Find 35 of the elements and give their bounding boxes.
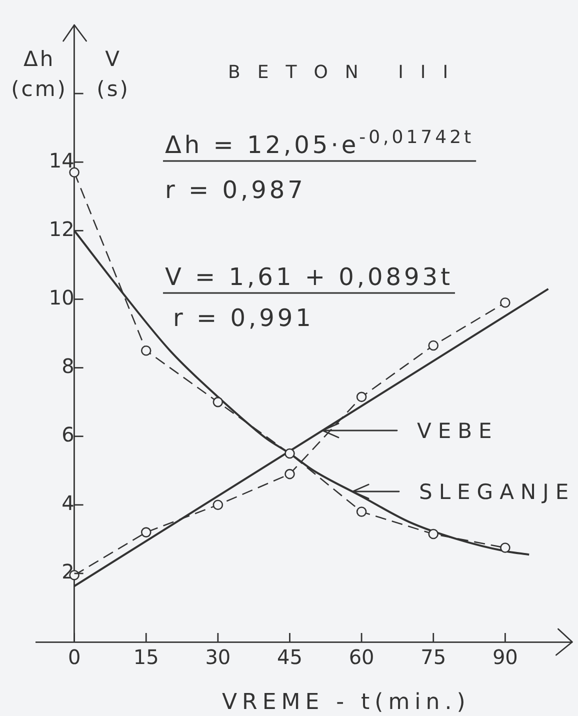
legend-label: VEBE	[417, 419, 498, 443]
point	[212, 500, 224, 510]
x-tick-label: 90	[492, 645, 518, 670]
x-tick-label: 60	[348, 645, 374, 670]
x-tick-label: 45	[277, 645, 302, 670]
point	[140, 345, 152, 356]
point	[356, 506, 367, 517]
legend-label: SLEGANJE	[419, 480, 576, 504]
y-tick-label: 4	[62, 491, 74, 516]
point	[284, 448, 295, 459]
y-tick-label: 6	[62, 422, 74, 447]
point	[284, 468, 295, 480]
point	[500, 298, 510, 308]
x-axis-title: VREME - t(min.)	[222, 690, 470, 715]
x-tick-label: 0	[68, 645, 81, 670]
text: BETON III	[228, 62, 465, 83]
point	[69, 167, 80, 178]
point	[212, 396, 224, 408]
x-tick-label: 30	[205, 645, 231, 670]
y-tick-label: 8	[62, 354, 74, 378]
point	[428, 340, 439, 351]
point	[428, 528, 439, 540]
annotation: V = 1,61 + 0,0893t	[165, 263, 453, 291]
y-axis-title: Δh (cm)	[11, 47, 68, 101]
x-tick-label: 75	[420, 645, 446, 670]
y-tick-label: 12	[48, 216, 74, 241]
point	[140, 527, 152, 538]
x-tick-label: 15	[133, 645, 159, 670]
point	[500, 542, 510, 553]
y2-axis-title: V (s)	[96, 47, 130, 101]
y-tick-label: 14	[48, 148, 74, 172]
annotation: r = 0,987	[165, 176, 306, 204]
annotation: r = 0,991	[173, 304, 314, 332]
point	[356, 392, 367, 402]
y-tick-label: 10	[48, 285, 74, 310]
